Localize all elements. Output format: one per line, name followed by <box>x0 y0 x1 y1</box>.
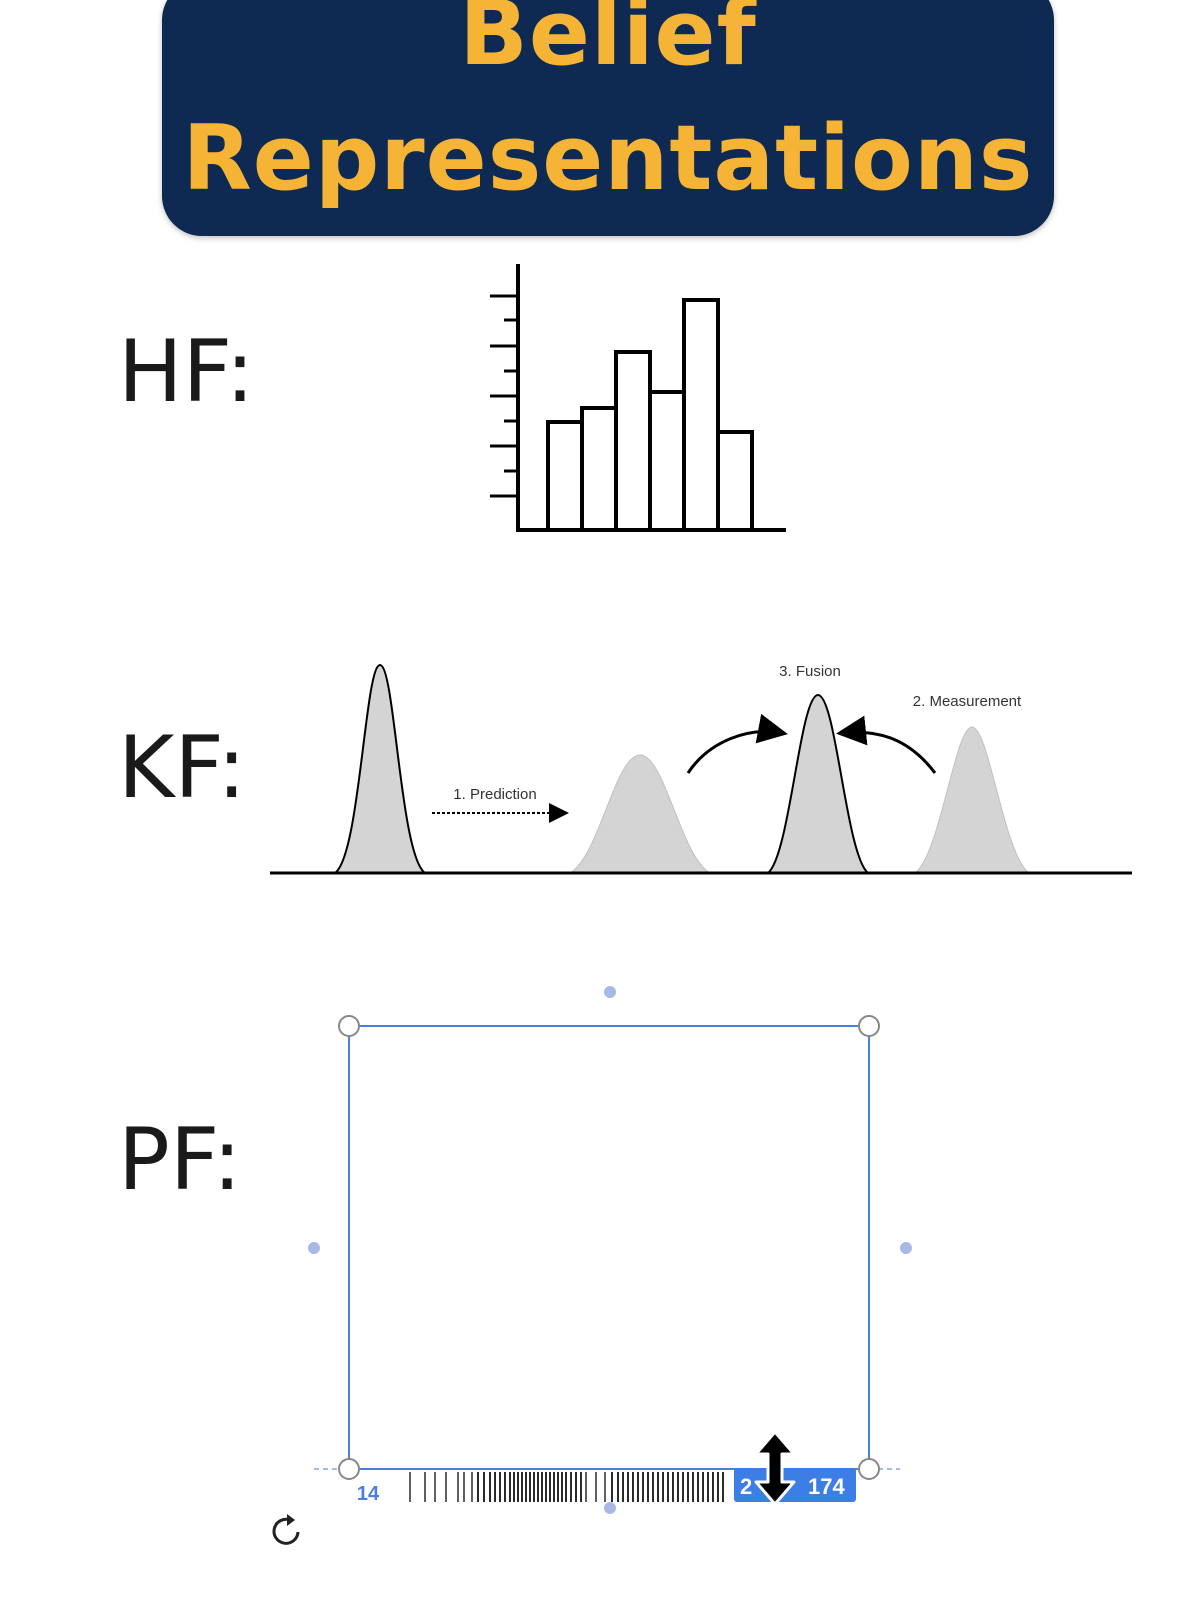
kalman-filter-diagram: 1. Prediction 3. Fusion 2. Measurement <box>270 663 1132 875</box>
title-banner: Belief Representations <box>162 0 1054 236</box>
title-line-2: Representations <box>182 106 1034 211</box>
bottom-left-handle[interactable] <box>338 1458 360 1480</box>
kf-label: KF: <box>118 718 247 818</box>
histogram-bar <box>546 420 584 532</box>
fused-gaussian <box>765 693 871 874</box>
left-mid-handle[interactable] <box>308 1242 320 1254</box>
fusion-label: 3. Fusion <box>779 663 841 680</box>
top-left-handle[interactable] <box>338 1015 360 1037</box>
prior-gaussian <box>331 663 429 874</box>
measurement-gaussian <box>913 726 1031 874</box>
size-width-readout: 2 <box>740 1474 752 1499</box>
histogram-bar <box>614 350 652 532</box>
position-readout: 14 <box>357 1483 380 1505</box>
predicted-gaussian <box>568 754 712 874</box>
histogram-bar <box>648 390 686 532</box>
hf-label: HF: <box>118 322 255 422</box>
fusion-right-arrow <box>836 715 937 774</box>
resize-vertical-cursor-icon <box>754 1430 796 1506</box>
bottom-right-handle[interactable] <box>858 1458 880 1480</box>
bottom-mid-handle[interactable] <box>604 1502 616 1514</box>
title-line-1: Belief <box>459 0 757 86</box>
histogram-bar <box>682 298 720 532</box>
top-right-handle[interactable] <box>858 1015 880 1037</box>
fusion-left-arrow <box>686 713 788 774</box>
measurement-label: 2. Measurement <box>913 693 1022 710</box>
selection-box[interactable]: 14 2 174 <box>300 980 920 1560</box>
histogram-diagram <box>490 264 786 532</box>
histogram-bar <box>716 430 754 532</box>
top-mid-handle[interactable] <box>604 986 616 998</box>
right-mid-handle[interactable] <box>900 1242 912 1254</box>
ruler-ticks <box>409 1472 724 1502</box>
prediction-label: 1. Prediction <box>453 786 536 803</box>
histogram-bar <box>580 406 618 532</box>
selection-frame <box>348 1025 870 1470</box>
size-height-readout: 174 <box>808 1474 845 1499</box>
pf-label: PF: <box>118 1110 242 1210</box>
rotate-icon[interactable] <box>268 1512 308 1552</box>
